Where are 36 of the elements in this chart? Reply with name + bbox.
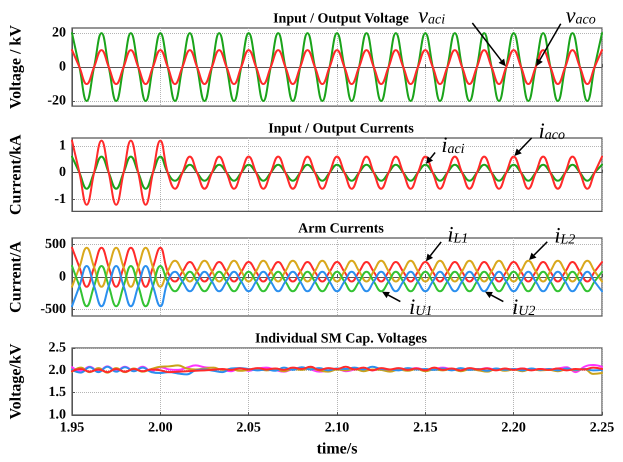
y-tick-label: 1.0: [48, 408, 66, 422]
y-axis-title: Voltage/kV: [8, 343, 24, 420]
series-label: iU1: [409, 294, 432, 319]
x-tick-label: 2.10: [324, 420, 350, 436]
y-tick-label: 0: [59, 60, 66, 75]
y-axis-title: Voltage / kV: [8, 24, 24, 109]
y-tick-label: -1: [54, 192, 66, 207]
series-label: vaci: [418, 2, 446, 28]
chart-title: Input / Output Currents: [268, 122, 414, 136]
y-tick-label: 1.5: [48, 385, 66, 400]
series-label: iaci: [441, 132, 465, 158]
x-tick-label: 2.20: [501, 420, 526, 436]
y-tick-label: 20: [52, 26, 66, 41]
chart-title: Input / Output Voltage: [273, 12, 409, 26]
chart-title: Individual SM Cap. Voltages: [255, 332, 428, 346]
x-tick-label: 2.25: [590, 420, 614, 436]
x-tick-label: 2.15: [413, 420, 438, 436]
y-tick-label: 1: [59, 138, 66, 154]
y-tick-label: 0: [59, 270, 66, 284]
line-series: [71, 156, 603, 190]
y-axis-title: Current/kA: [8, 134, 24, 215]
x-tick-label: 1.95: [60, 420, 84, 436]
y-tick-label: -500: [40, 302, 66, 317]
x-axis-title: time/s: [316, 440, 358, 458]
series-label: vaco: [566, 2, 596, 28]
x-tick-label: 2.00: [148, 420, 173, 436]
y-tick-label: -20: [47, 94, 66, 109]
y-axis-title: Current/A: [8, 240, 24, 313]
x-tick-label: 2.05: [236, 420, 261, 436]
series-label: iU2: [512, 294, 536, 319]
y-tick-label: 0: [59, 165, 66, 180]
line-series: [71, 246, 603, 288]
chart-title: Arm Currents: [298, 222, 384, 236]
y-tick-label: 500: [45, 237, 66, 252]
y-tick-label: 2.0: [48, 362, 66, 378]
y-tick-label: 2.5: [48, 340, 66, 356]
